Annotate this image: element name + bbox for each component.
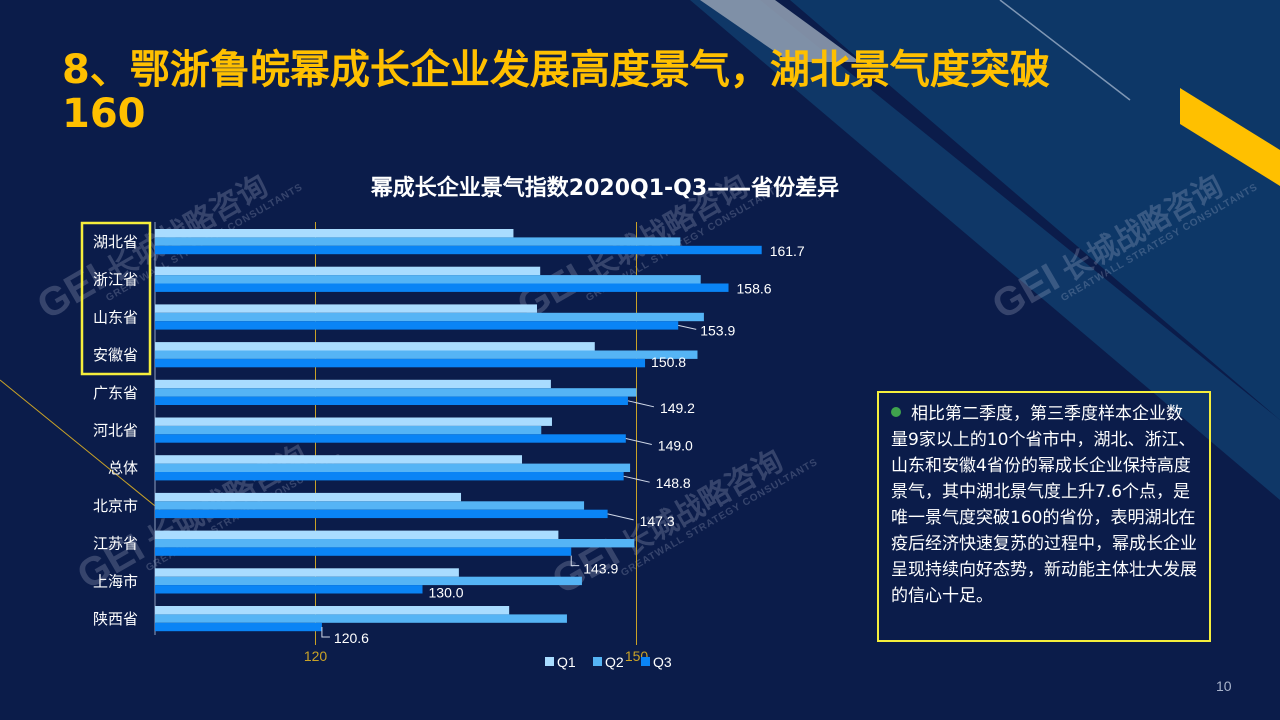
legend-label: Q2 (605, 654, 624, 670)
bar-q3 (155, 509, 608, 519)
highlight-box (80, 221, 152, 376)
slide-title: 8、鄂浙鲁皖幂成长企业发展高度景气，湖北景气度突破160 (62, 47, 1050, 137)
category-label: 山东省 (93, 308, 138, 326)
bar-q3 (155, 547, 572, 556)
data-label: 150.8 (651, 354, 686, 370)
category-label: 浙江省 (93, 271, 138, 289)
category-label: 北京市 (93, 497, 138, 515)
x-tick-label: 120 (304, 648, 328, 664)
bar-q3 (155, 396, 628, 405)
leader-line (625, 438, 652, 445)
bar-q1 (155, 455, 523, 464)
page-number: 10 (1216, 678, 1232, 694)
bar-q2 (155, 463, 631, 472)
bar-q3 (155, 472, 624, 481)
leader-line (321, 627, 330, 638)
category-label: 湖北省 (93, 233, 138, 251)
bar-q1 (155, 304, 537, 313)
bar-q3 (155, 434, 626, 443)
bar-q3 (155, 622, 322, 632)
legend-swatch-q1 (545, 657, 554, 666)
legend-swatch-q3 (641, 657, 650, 666)
bar-q1 (155, 266, 541, 276)
bar-q2 (155, 275, 701, 284)
category-label: 江苏省 (93, 535, 138, 553)
leader-line (627, 400, 655, 408)
bar-q2 (155, 312, 704, 322)
category-label: 上海市 (93, 572, 138, 590)
category-label: 总体 (108, 459, 138, 477)
bar-q1 (155, 379, 551, 389)
data-label: 143.9 (583, 561, 618, 577)
legend-label: Q3 (653, 654, 672, 670)
bar-q1 (155, 530, 559, 539)
leader-line (678, 324, 697, 330)
bar-q2 (155, 614, 567, 623)
bar-q2 (155, 350, 698, 359)
bar-q1 (155, 568, 459, 577)
bar-q3 (155, 585, 423, 594)
data-label: 130.0 (429, 584, 464, 600)
category-label: 陕西省 (93, 610, 138, 628)
bar-q2 (155, 388, 637, 397)
bar-q3 (155, 283, 729, 292)
bar-q1 (155, 606, 510, 615)
leader-line (570, 555, 580, 567)
category-label: 广东省 (93, 384, 138, 402)
data-label: 149.0 (658, 438, 693, 454)
data-label: 158.6 (737, 281, 772, 297)
data-label: 149.2 (660, 400, 695, 416)
commentary-text: 相比第二季度，第三季度样本企业数量9家以上的10个省市中，湖北、浙江、山东和安徽… (891, 404, 1197, 606)
data-label: 153.9 (700, 322, 735, 338)
legend-label: Q1 (557, 654, 576, 670)
bar-q2 (155, 576, 582, 586)
bar-q1 (155, 229, 514, 238)
bar-q2 (155, 425, 542, 435)
bar-q3 (155, 245, 762, 255)
bar-q2 (155, 501, 585, 510)
legend-swatch-q2 (593, 657, 602, 666)
data-label: 161.7 (770, 243, 805, 259)
data-label: 147.3 (640, 513, 675, 529)
category-label: 河北省 (93, 422, 138, 440)
bar-q1 (155, 492, 462, 502)
data-label: 120.6 (334, 630, 369, 646)
bar-q1 (155, 417, 552, 426)
bar-q2 (155, 539, 635, 548)
bar-q3 (155, 358, 646, 368)
bar-q2 (155, 237, 681, 246)
bar-q3 (155, 321, 679, 330)
leader-line (623, 475, 650, 483)
bar-q1 (155, 342, 595, 351)
chart-title: 幂成长企业景气指数2020Q1-Q3——省份差异 (370, 176, 840, 201)
commentary-box: 相比第二季度，第三季度样本企业数量9家以上的10个省市中，湖北、浙江、山东和安徽… (877, 391, 1211, 642)
category-label: 安徽省 (93, 346, 138, 364)
data-label: 148.8 (656, 475, 691, 491)
bullet-icon (891, 407, 901, 417)
leader-line (607, 513, 634, 521)
